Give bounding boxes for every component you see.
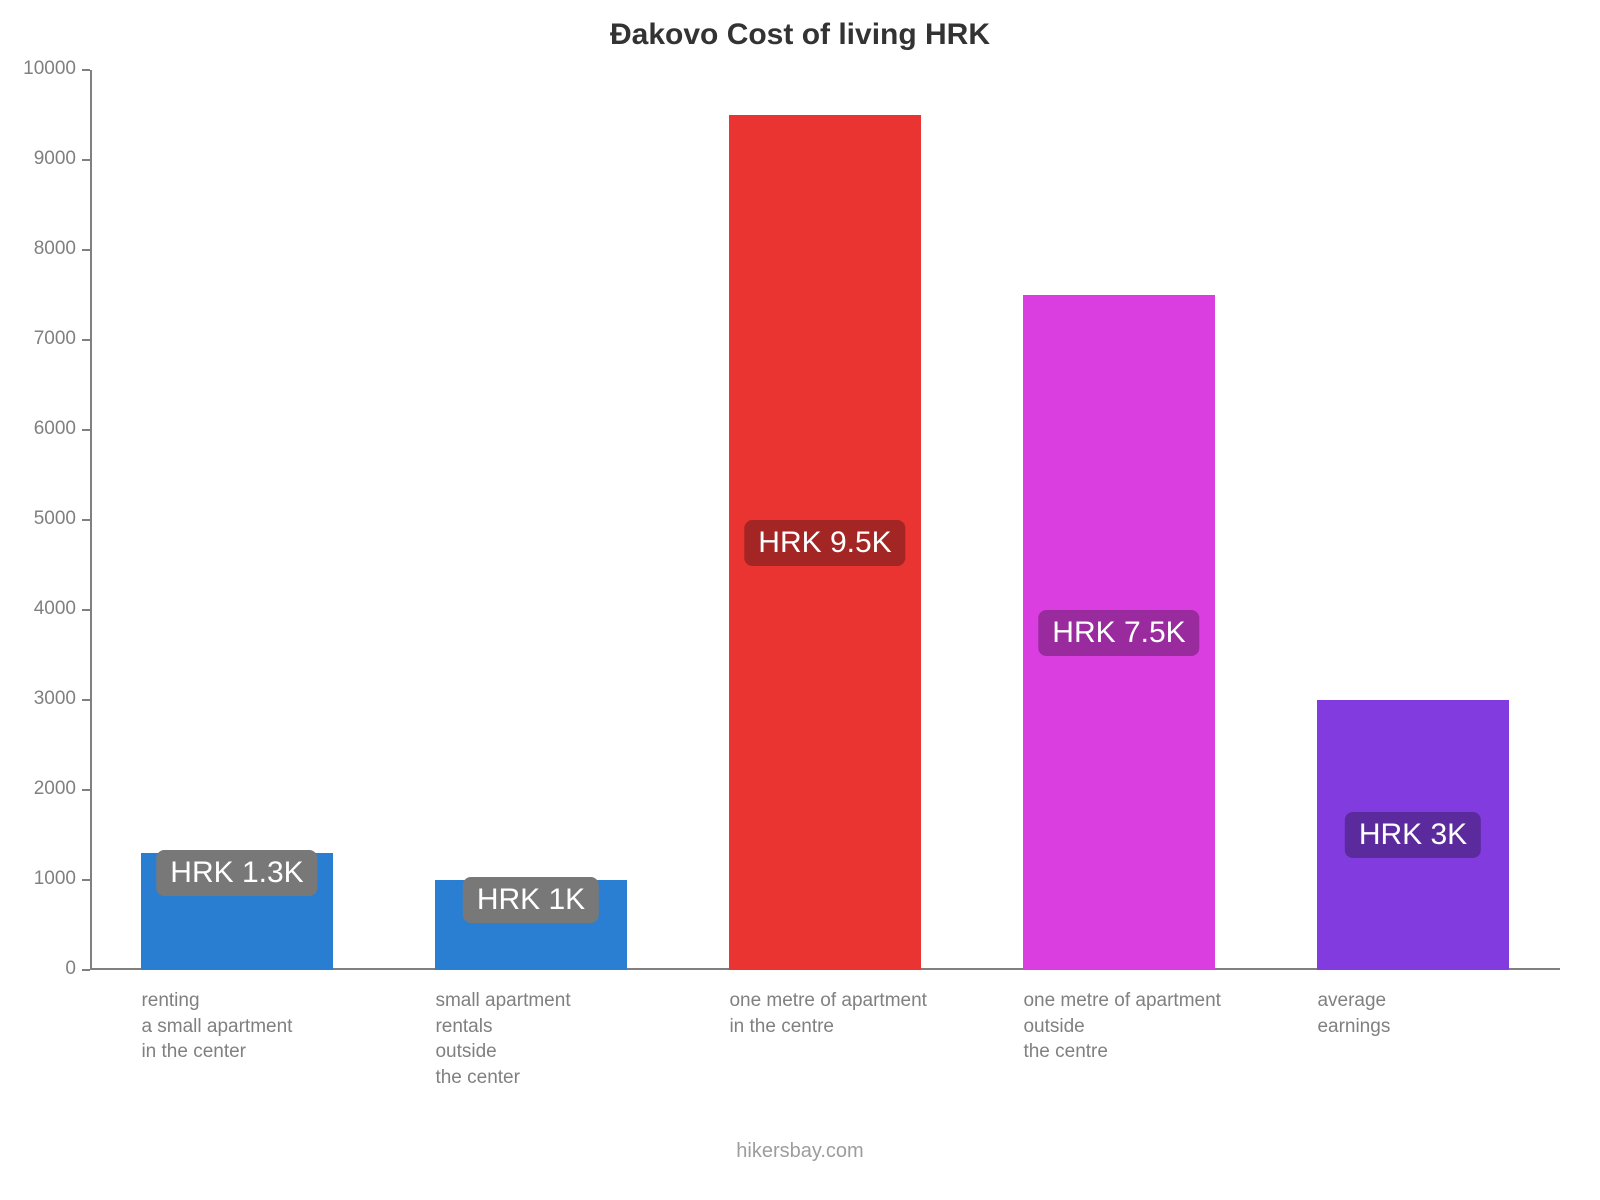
y-tick-label: 7000 — [0, 328, 76, 350]
y-tick-mark — [82, 969, 90, 971]
y-tick-mark — [82, 159, 90, 161]
y-tick-mark — [82, 609, 90, 611]
x-tick-label: small apartment rentals outside the cent… — [435, 988, 666, 1091]
chart-title: Đakovo Cost of living HRK — [0, 18, 1600, 52]
bar-value-badge: HRK 7.5K — [1038, 610, 1199, 656]
y-tick-label: 3000 — [0, 688, 76, 710]
y-tick-mark — [82, 339, 90, 341]
y-tick-mark — [82, 69, 90, 71]
x-tick-label: average earnings — [1317, 988, 1548, 1039]
y-tick-label: 6000 — [0, 418, 76, 440]
bar-value-badge: HRK 9.5K — [744, 520, 905, 566]
y-tick-label: 9000 — [0, 148, 76, 170]
plot-area: 0100020003000400050006000700080009000100… — [90, 70, 1560, 970]
x-tick-label: one metre of apartment outside the centr… — [1023, 988, 1254, 1065]
chart-footer: hikersbay.com — [0, 1140, 1600, 1163]
y-tick-mark — [82, 519, 90, 521]
x-tick-label: renting a small apartment in the center — [141, 988, 372, 1065]
y-tick-mark — [82, 249, 90, 251]
y-tick-mark — [82, 789, 90, 791]
x-tick-label: one metre of apartment in the centre — [729, 988, 960, 1039]
y-tick-label: 10000 — [0, 58, 76, 80]
y-tick-mark — [82, 879, 90, 881]
y-axis-line — [90, 70, 92, 970]
bar-value-badge: HRK 1K — [463, 877, 599, 923]
bar-value-badge: HRK 1.3K — [156, 850, 317, 896]
y-tick-label: 8000 — [0, 238, 76, 260]
y-tick-label: 2000 — [0, 778, 76, 800]
cost-of-living-chart: Đakovo Cost of living HRK 01000200030004… — [0, 0, 1600, 1200]
y-tick-label: 0 — [0, 958, 76, 980]
bar-value-badge: HRK 3K — [1345, 812, 1481, 858]
y-tick-mark — [82, 699, 90, 701]
y-tick-mark — [82, 429, 90, 431]
y-tick-label: 1000 — [0, 868, 76, 890]
y-tick-label: 4000 — [0, 598, 76, 620]
y-tick-label: 5000 — [0, 508, 76, 530]
